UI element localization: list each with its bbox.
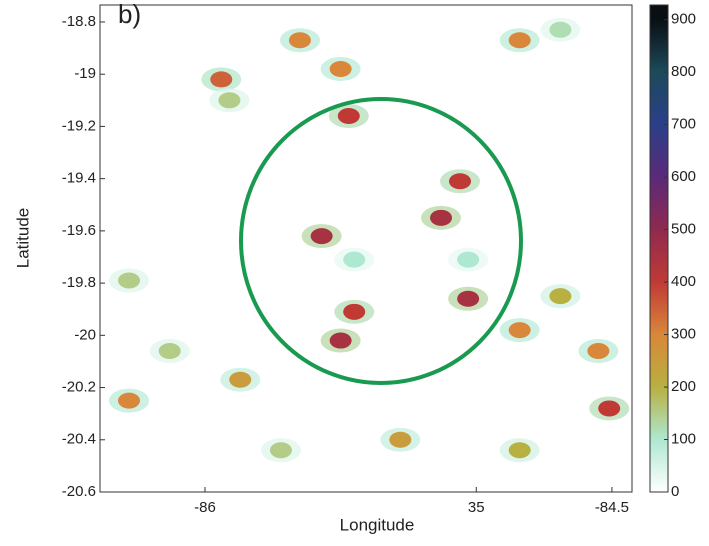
x-tick-label: 35 [468,499,485,516]
colorbar [649,4,669,493]
colorbar-tick-label: 800 [671,63,696,80]
hotspot [508,32,531,49]
hotspot [269,442,292,459]
highlight-circle [239,97,523,385]
colorbar-tick-label: 400 [671,273,696,290]
hotspot [118,272,141,289]
hotspot [229,371,252,388]
hotspot [457,290,480,307]
hotspot [343,303,366,320]
y-tick-label: -19.4 [62,170,96,187]
y-tick-label: -19 [74,65,96,82]
plot-area [100,5,632,492]
colorbar-tick-label: 600 [671,168,696,185]
x-axis-title: Longitude [340,515,415,534]
x-tick-label: -86 [194,499,216,516]
colorbar-tick-label: 900 [671,11,696,28]
colorbar-tick-label: 0 [671,483,679,500]
hotspot [549,21,572,38]
x-tick-label: -84.5 [595,499,629,516]
colorbar-tick-label: 300 [671,326,696,343]
hotspot [587,342,610,359]
hotspot [337,107,360,124]
colorbar-tick-label: 100 [671,430,696,447]
hotspot [430,209,453,226]
y-tick-label: -20 [74,326,96,343]
hotspot [118,392,141,409]
y-tick-label: -18.8 [62,13,96,30]
y-tick-label: -20.2 [62,379,96,396]
hotspot [457,251,480,268]
hotspot [288,32,311,49]
panel-label: b) [118,0,141,29]
hotspot [508,322,531,339]
hotspot [158,342,181,359]
y-tick-label: -19.6 [62,222,96,239]
hotspot [310,228,333,245]
hotspot [508,442,531,459]
y-tick-label: -19.2 [62,117,96,134]
y-tick-label: -19.8 [62,274,96,291]
y-axis-title: Latitude [13,208,32,269]
hotspot [210,71,233,88]
hotspot [343,251,366,268]
colorbar-tick-label: 700 [671,116,696,133]
hotspot [329,60,352,77]
y-tick-label: -20.6 [62,483,96,500]
hotspot [329,332,352,349]
colorbar-tick-label: 500 [671,221,696,238]
hotspot [218,92,241,109]
plot-frame [99,4,633,493]
colorbar-tick-label: 200 [671,378,696,395]
y-tick-label: -20.4 [62,431,96,448]
hotspot [549,288,572,305]
hotspot [389,431,412,448]
hotspot [449,173,472,190]
hotspot [598,400,621,417]
